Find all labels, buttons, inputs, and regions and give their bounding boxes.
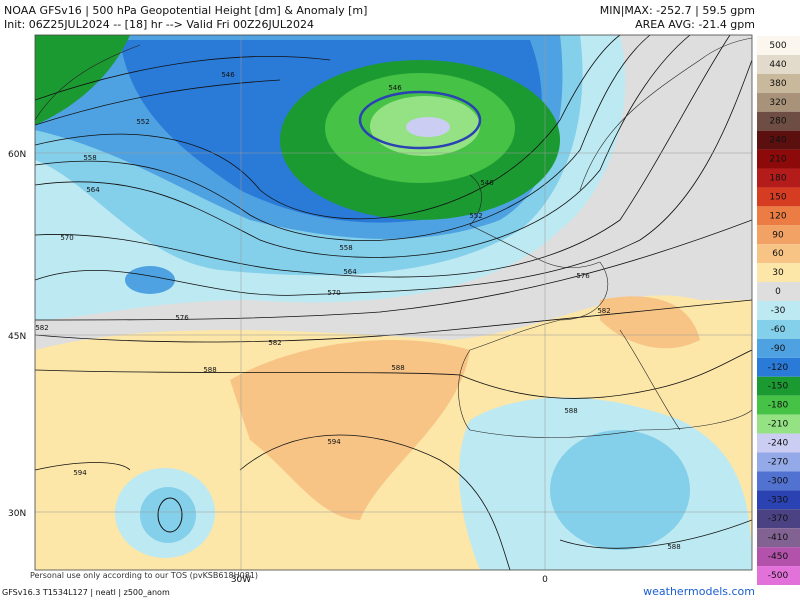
contour-label: 588	[391, 364, 404, 372]
colorbar-swatch	[757, 414, 800, 434]
colorbar-swatch	[757, 206, 800, 226]
contour-label: 552	[469, 212, 482, 220]
lat-label: 30N	[8, 509, 26, 519]
colorbar-label: -410	[768, 533, 789, 543]
colorbar-label: 210	[769, 155, 786, 165]
lat-label: 60N	[8, 150, 26, 160]
contour-label: 588	[564, 407, 577, 415]
colorbar-swatch	[757, 130, 800, 150]
colorbar-label: 150	[769, 192, 786, 202]
colorbar-swatch	[757, 54, 800, 74]
colorbar-label: -500	[768, 571, 789, 581]
colorbar-swatch	[757, 452, 800, 472]
colorbar-swatch	[757, 490, 800, 510]
lat-label: 45N	[8, 332, 26, 342]
colorbar-swatch	[757, 149, 800, 169]
colorbar-swatch	[757, 338, 800, 358]
colorbar-swatch	[757, 73, 800, 93]
contour-label: 576	[576, 272, 590, 280]
colorbar: 500 440 380 320 280 240 210 180 150 120 90 60 30 0 -30…	[757, 36, 800, 585]
colorbar-swatch	[757, 282, 800, 302]
min-max: MIN|MAX: -252.7 | 59.5 gpm	[600, 4, 755, 17]
colorbar-swatch	[757, 547, 800, 567]
colorbar-label: 240	[769, 136, 786, 146]
contour-label: 594	[73, 469, 87, 477]
colorbar-label: -30	[771, 306, 786, 316]
colorbar-swatch	[757, 376, 800, 396]
colorbar-label: 0	[775, 287, 781, 297]
contour-label: 558	[339, 244, 352, 252]
map-frame	[34, 34, 753, 571]
colorbar-label: 440	[769, 60, 786, 70]
colorbar-label: -300	[768, 476, 789, 486]
colorbar-swatch	[757, 111, 800, 131]
colorbar-swatch	[757, 36, 800, 55]
colorbar-swatch	[757, 244, 800, 264]
contour-label: 582	[35, 324, 48, 332]
lon-label: 0	[542, 575, 548, 585]
colorbar-label: 320	[769, 98, 786, 108]
colorbar-swatch	[757, 263, 800, 283]
tos-note: Personal use only according to our TOS (…	[30, 571, 258, 580]
contour-label: 546	[480, 179, 494, 187]
colorbar-swatch	[757, 433, 800, 453]
lon-label: 30W	[231, 575, 251, 585]
colorbar-swatch	[757, 357, 800, 377]
colorbar-label: -150	[768, 382, 789, 392]
colorbar-swatch	[757, 301, 800, 320]
contour-label: 582	[597, 307, 610, 315]
colorbar-swatch	[757, 187, 800, 207]
colorbar-swatch	[757, 92, 800, 112]
title: NOAA GFSv16 | 500 hPa Geopotential Heigh…	[4, 4, 367, 17]
contour-label: 588	[667, 543, 680, 551]
contour-label: 582	[268, 339, 281, 347]
contour-labels: 546 552 558 564 570 546 546 552 558 564 …	[35, 71, 680, 551]
colorbar-label: -240	[768, 439, 789, 449]
site-link[interactable]: weathermodels.com	[643, 585, 755, 598]
contour-label: 570	[327, 289, 340, 297]
colorbar-label: -330	[768, 495, 789, 505]
contour-label: 570	[60, 234, 73, 242]
colorbar-swatch	[757, 168, 800, 188]
contour-label: 594	[327, 438, 341, 446]
colorbar-label: 60	[772, 249, 784, 259]
contour-label: 564	[343, 268, 357, 276]
contour-label: 576	[175, 314, 189, 322]
colorbar-swatch	[757, 319, 800, 339]
colorbar-label: -90	[771, 344, 786, 354]
colorbar-label: -210	[768, 420, 789, 430]
init-time: Init: 06Z25JUL2024 -- [18] hr --> Valid …	[4, 18, 314, 31]
colorbar-label: 180	[769, 173, 786, 183]
colorbar-swatch	[757, 566, 800, 585]
area-average: AREA AVG: -21.4 gpm	[635, 18, 755, 31]
colorbar-label: 500	[769, 41, 786, 51]
colorbar-swatch	[757, 395, 800, 415]
colorbar-swatch	[757, 225, 800, 245]
contour-label: 558	[83, 154, 96, 162]
colorbar-label: 90	[772, 230, 784, 240]
colorbar-swatch	[757, 509, 800, 529]
contour-label: 546	[221, 71, 235, 79]
colorbar-swatch	[757, 471, 800, 491]
contour-label: 588	[203, 366, 216, 374]
map-field	[35, 35, 752, 570]
colorbar-swatch	[757, 528, 800, 548]
colorbar-label: -60	[771, 325, 786, 335]
colorbar-label: 30	[772, 268, 784, 278]
model-info: GFSv16.3 T1534L127 | neatl | z500_anom	[2, 588, 170, 597]
colorbar-label: 280	[769, 117, 786, 127]
contour-label: 564	[86, 186, 100, 194]
colorbar-label: -180	[768, 401, 789, 411]
colorbar-label: -270	[768, 457, 789, 467]
colorbar-label: -450	[768, 552, 789, 562]
contour-label: 552	[136, 118, 149, 126]
colorbar-label: 120	[769, 211, 786, 221]
contour-label: 546	[388, 84, 402, 92]
colorbar-label: -370	[768, 514, 789, 524]
colorbar-label: -120	[768, 363, 789, 373]
colorbar-label: 380	[769, 79, 786, 89]
